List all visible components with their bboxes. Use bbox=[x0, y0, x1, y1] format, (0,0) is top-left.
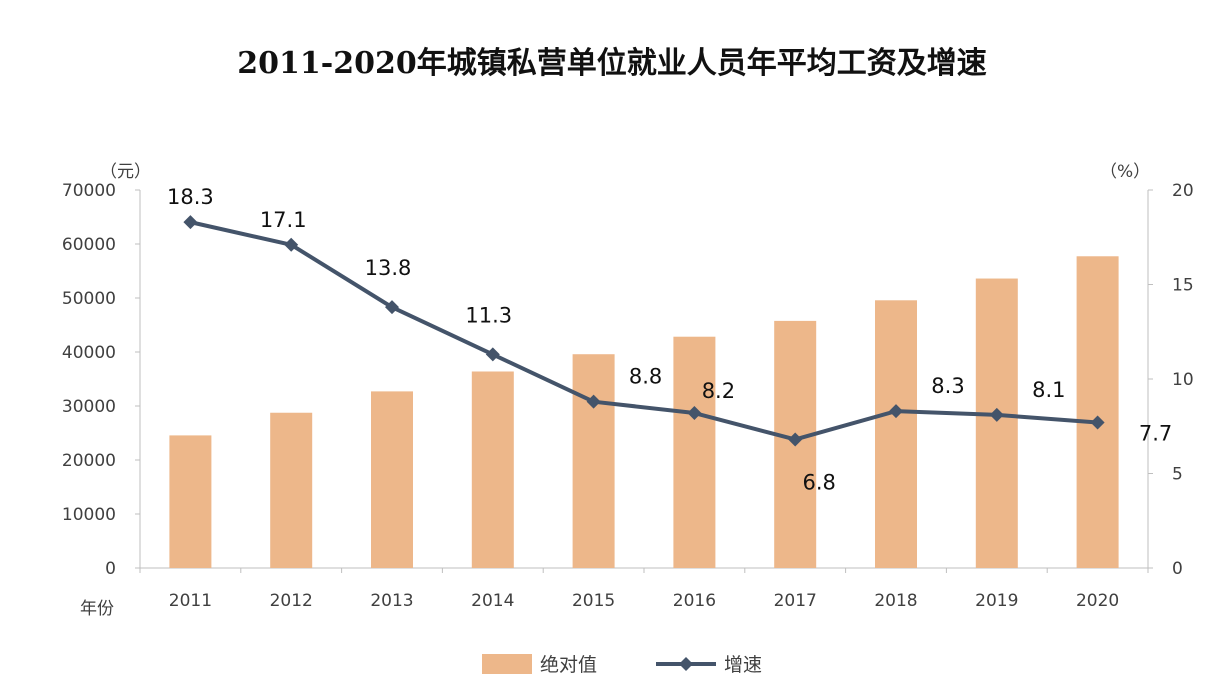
bar-2014 bbox=[471, 371, 514, 568]
x-tick-label: 2015 bbox=[572, 591, 615, 611]
growth-label-2011: 18.3 bbox=[167, 185, 214, 209]
bar-2011 bbox=[169, 435, 212, 568]
y-left-tick-label: 0 bbox=[105, 559, 116, 579]
y-left-tick-label: 20000 bbox=[62, 451, 116, 471]
line-series bbox=[183, 215, 1105, 447]
growth-marker-2013 bbox=[385, 300, 399, 315]
y-left-tick-label: 10000 bbox=[62, 505, 116, 525]
x-tick-label: 2013 bbox=[370, 591, 413, 611]
growth-label-2018: 8.3 bbox=[931, 374, 964, 398]
bar-2015 bbox=[572, 354, 615, 568]
legend: 绝对值 增速 bbox=[482, 654, 762, 676]
growth-marker-2011 bbox=[183, 215, 198, 230]
legend-line-label: 增速 bbox=[724, 654, 762, 676]
growth-marker-2015 bbox=[586, 394, 601, 409]
legend-line-marker bbox=[679, 657, 693, 671]
x-tick-label: 2017 bbox=[774, 591, 817, 611]
growth-marker-2020 bbox=[1090, 415, 1105, 430]
legend-bar-swatch bbox=[482, 654, 532, 674]
y-left-tick-label: 70000 bbox=[62, 181, 116, 201]
y-right-tick-label: 15 bbox=[1172, 276, 1194, 296]
y-left-unit: （元） bbox=[100, 162, 151, 182]
growth-label-2020: 7.7 bbox=[1139, 421, 1172, 445]
y-left-tick-label: 40000 bbox=[62, 343, 116, 363]
bar-2016 bbox=[673, 336, 716, 568]
growth-marker-2018 bbox=[889, 404, 903, 419]
y-left-tick-label: 60000 bbox=[62, 235, 116, 255]
x-tick-label: 2019 bbox=[975, 591, 1018, 611]
bar-series bbox=[169, 256, 1119, 568]
y-right-unit: （%） bbox=[1100, 162, 1150, 182]
growth-label-2012: 17.1 bbox=[260, 208, 307, 232]
bar-2020 bbox=[1076, 256, 1119, 568]
growth-marker-2017 bbox=[788, 432, 803, 447]
growth-label-2019: 8.1 bbox=[1032, 378, 1065, 402]
y-left-tick-label: 50000 bbox=[62, 289, 116, 309]
growth-line bbox=[189, 220, 1098, 442]
y-right-tick-label: 5 bbox=[1172, 465, 1183, 485]
x-tick-label: 2012 bbox=[270, 591, 313, 611]
bar-2018 bbox=[875, 300, 917, 568]
growth-label-2014: 11.3 bbox=[465, 303, 512, 327]
x-axis-title: 年份 bbox=[80, 599, 114, 619]
x-tick-label: 2016 bbox=[673, 591, 716, 611]
legend-bar-label: 绝对值 bbox=[540, 654, 597, 676]
chart-title: 2011-2020年城镇私营单位就业人员年平均工资及增速 bbox=[237, 46, 987, 81]
bar-2019 bbox=[975, 278, 1018, 568]
x-tick-label: 2020 bbox=[1076, 591, 1119, 611]
y-left-tick-label: 30000 bbox=[62, 397, 116, 417]
growth-marker-2016 bbox=[687, 406, 702, 421]
growth-label-2013: 13.8 bbox=[365, 256, 412, 280]
growth-marker-2012 bbox=[284, 237, 299, 252]
bar-2012 bbox=[270, 412, 313, 568]
x-tick-label: 2014 bbox=[471, 591, 514, 611]
growth-label-2015: 8.8 bbox=[629, 365, 662, 389]
growth-label-2017: 6.8 bbox=[802, 470, 835, 494]
y-right-tick-label: 20 bbox=[1172, 181, 1194, 201]
growth-marker-2019 bbox=[989, 407, 1004, 422]
data-labels: 18.3 17.1 13.8 11.3 8.8 8.2 6.8 8.3 8.1 7.7 bbox=[167, 185, 1172, 494]
growth-label-2016: 8.2 bbox=[702, 379, 735, 403]
y-right-tick-label: 0 bbox=[1172, 559, 1183, 579]
y-right-tick-label: 10 bbox=[1172, 370, 1194, 390]
bar-2013 bbox=[371, 391, 413, 568]
x-tick-label: 2018 bbox=[874, 591, 917, 611]
x-tick-label: 2011 bbox=[169, 591, 212, 611]
growth-marker-2014 bbox=[485, 347, 500, 362]
